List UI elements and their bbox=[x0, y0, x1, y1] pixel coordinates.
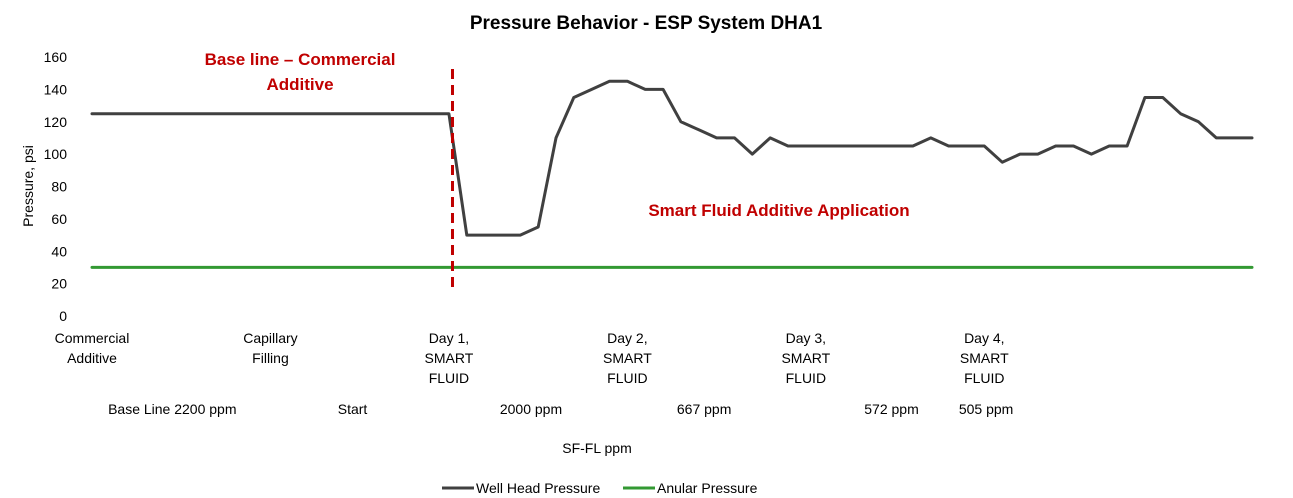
y-tick-label: 60 bbox=[51, 211, 67, 227]
ppm-label: Base Line 2200 ppm bbox=[108, 401, 236, 417]
ppm-label: 2000 ppm bbox=[500, 401, 562, 417]
chart-title: Pressure Behavior - ESP System DHA1 bbox=[470, 13, 823, 34]
x-tick-label: Capillary bbox=[243, 330, 297, 346]
y-axis-label: Pressure, psi bbox=[20, 145, 36, 227]
annotation-baseline: Base line – Commercial Additive bbox=[205, 50, 396, 94]
legend-label-anular: Anular Pressure bbox=[657, 480, 758, 496]
x-tick-label: Day 3, bbox=[786, 330, 826, 346]
annotation-baseline-line2: Additive bbox=[266, 75, 333, 94]
x-tick-label: SMART bbox=[603, 350, 652, 366]
x-tick-label: FLUID bbox=[429, 370, 469, 386]
annotation-baseline-line1: Base line – Commercial bbox=[205, 50, 396, 69]
y-tick-label: 40 bbox=[51, 243, 67, 259]
x-tick-label: Day 2, bbox=[607, 330, 647, 346]
x-tick-label: SMART bbox=[781, 350, 830, 366]
x-axis-label: SF-FL ppm bbox=[562, 440, 632, 456]
series-line-well-head-pressure bbox=[90, 79, 1254, 237]
x-tick-label: FLUID bbox=[607, 370, 647, 386]
x-tick-label: SMART bbox=[425, 350, 474, 366]
y-tick-label: 100 bbox=[44, 146, 68, 162]
y-tick-label: 160 bbox=[44, 49, 68, 65]
x-axis-ppm-labels: Base Line 2200 ppm Start 2000 ppm 667 ppm 57… bbox=[108, 401, 1013, 417]
x-tick-label: FLUID bbox=[964, 370, 1004, 386]
y-tick-label: 80 bbox=[51, 179, 67, 195]
annotation-smart-fluid: Smart Fluid Additive Application bbox=[648, 201, 909, 220]
x-axis-category-labels: Commercial Additive Capillary Filling Day 1,… bbox=[55, 330, 1009, 386]
x-tick-label: Additive bbox=[67, 350, 117, 366]
y-tick-label: 0 bbox=[59, 308, 67, 324]
x-tick-label: SMART bbox=[960, 350, 1009, 366]
x-tick-label: Day 1, bbox=[429, 330, 469, 346]
series-layer bbox=[90, 79, 1254, 269]
legend: Well Head Pressure Anular Pressure bbox=[442, 480, 758, 496]
ppm-label: Start bbox=[338, 401, 368, 417]
ppm-label: 572 ppm bbox=[864, 401, 918, 417]
x-tick-label: Day 4, bbox=[964, 330, 1004, 346]
y-tick-label: 120 bbox=[44, 114, 68, 130]
x-tick-label: Filling bbox=[252, 350, 289, 366]
y-axis-ticks: 0 20 40 60 80 100 120 140 160 bbox=[44, 49, 68, 324]
x-tick-label: Commercial bbox=[55, 330, 130, 346]
x-tick-label: FLUID bbox=[786, 370, 826, 386]
ppm-label: 667 ppm bbox=[677, 401, 731, 417]
ppm-label: 505 ppm bbox=[959, 401, 1013, 417]
legend-label-well-head: Well Head Pressure bbox=[476, 480, 600, 496]
y-tick-label: 140 bbox=[44, 81, 68, 97]
y-tick-label: 20 bbox=[51, 276, 67, 292]
